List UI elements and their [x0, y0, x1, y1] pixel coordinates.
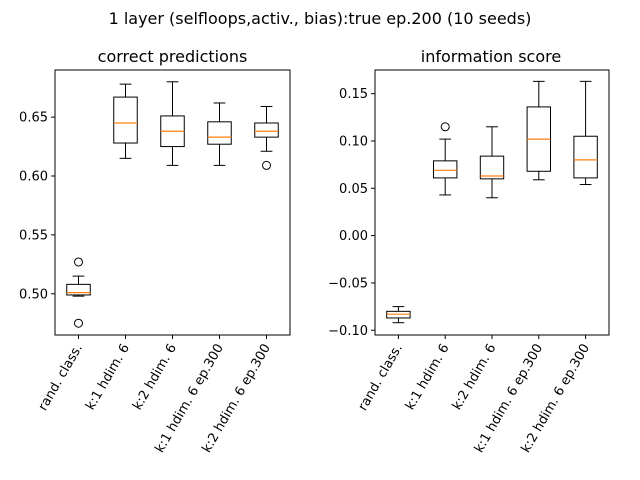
box: [573, 135, 598, 179]
plot-frame: [374, 69, 610, 336]
x-tick-label: k:2 hdim. 6: [450, 342, 500, 413]
y-tick-label: −0.05: [328, 276, 368, 291]
panel-information-score: information score −0.10 −0.05 0.00 0.05 0.10…: [328, 47, 610, 455]
y-tick-label: 0.10: [339, 134, 368, 149]
plot-frame: [54, 69, 291, 336]
x-tick-label: k:1 hdim. 6: [83, 342, 133, 413]
outlier-point: [440, 122, 450, 132]
box: [433, 160, 458, 179]
figure-title: 1 layer (selfloops,activ., bias):true ep…: [109, 9, 532, 28]
panel-title: information score: [421, 47, 561, 66]
panel-marks: 0.50 0.55 0.60 0.65 rand. class.k:1 hdim. 6k…: [19, 81, 279, 455]
x-tick-label: k:2 hdim. 6: [130, 342, 180, 413]
y-tick-label: 0.05: [339, 182, 368, 197]
panel-title: correct predictions: [98, 47, 248, 66]
box: [66, 283, 91, 296]
y-tick-label: 0.55: [19, 228, 48, 243]
outlier-point: [262, 160, 271, 170]
y-tick-label: −0.10: [328, 324, 368, 339]
y-tick-label: 0.50: [19, 287, 48, 302]
y-tick-label: 0.65: [19, 111, 48, 126]
outlier-point: [74, 257, 83, 267]
outlier-point: [74, 318, 83, 328]
x-tick-label: rand. class.: [356, 342, 406, 414]
box: [254, 122, 279, 138]
box: [207, 121, 232, 145]
y-tick-label: 0.00: [339, 229, 368, 244]
y-tick-label: 0.15: [339, 87, 368, 102]
x-tick-label: k:1 hdim. 6: [403, 342, 453, 413]
x-tick-label: rand. class.: [36, 342, 86, 414]
box: [479, 155, 505, 180]
panel-correct-predictions: correct predictions 0.50 0.55 0.60 0.65 rand…: [19, 47, 291, 455]
box: [113, 96, 138, 144]
y-tick-label: 0.60: [19, 170, 48, 185]
